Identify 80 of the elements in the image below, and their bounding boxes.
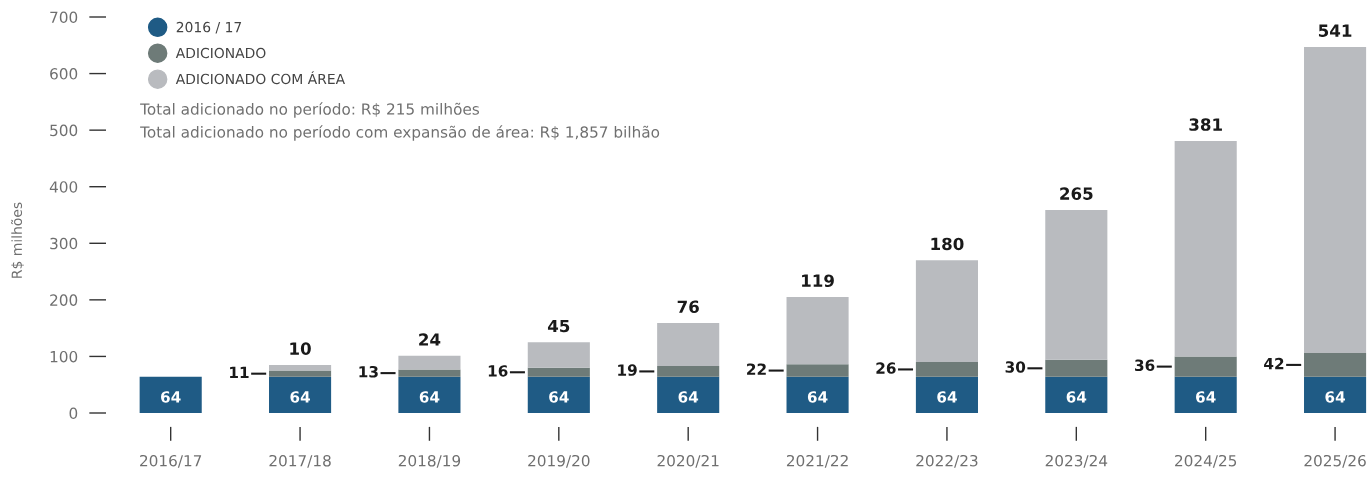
bar xyxy=(657,376,720,413)
y-tick-label: 200 xyxy=(50,294,78,306)
x-tick-label: 2022/23 xyxy=(916,454,978,468)
bar xyxy=(1045,359,1108,377)
data-label: 64 xyxy=(1066,391,1087,403)
y-tick-label: 0 xyxy=(69,407,78,420)
data-label: 13 xyxy=(359,365,378,378)
bar xyxy=(269,364,332,371)
bar xyxy=(1304,353,1367,377)
bar xyxy=(527,376,590,413)
data-label: 10 xyxy=(290,342,311,355)
bar xyxy=(398,355,461,370)
bar xyxy=(1174,376,1237,413)
legend-label: ADICIONADO xyxy=(175,47,266,59)
bar xyxy=(915,260,978,363)
data-label: 64 xyxy=(419,391,440,403)
y-tick-label: 700 xyxy=(50,11,78,24)
data-label: 76 xyxy=(677,300,699,314)
x-tick-label: 2016/17 xyxy=(140,454,202,468)
bar xyxy=(1304,46,1367,354)
data-label: 22 xyxy=(747,363,766,375)
bar xyxy=(269,370,332,377)
bar xyxy=(527,342,590,368)
data-label: 26 xyxy=(876,362,896,374)
bar xyxy=(269,376,332,413)
data-label: 64 xyxy=(807,391,828,403)
y-tick-label: 600 xyxy=(50,68,78,80)
bar xyxy=(139,376,202,413)
bar xyxy=(786,364,849,377)
data-label: 64 xyxy=(1325,391,1345,403)
bar xyxy=(1174,140,1237,357)
y-tick-label: 400 xyxy=(49,181,78,193)
data-label: 24 xyxy=(419,333,441,346)
legend-label: ADICIONADO COM ÁREA xyxy=(175,71,346,85)
bar xyxy=(1174,356,1237,377)
x-tick-label: 2023/24 xyxy=(1045,454,1108,468)
annotation: Total adicionado no período com expansão de área: R$ 1,857 bilhão xyxy=(140,125,660,141)
bar xyxy=(1304,376,1367,413)
data-label: 265 xyxy=(1060,187,1093,200)
x-tick-label: 2019/20 xyxy=(528,454,590,468)
data-label: 64 xyxy=(290,391,310,403)
bar xyxy=(786,297,849,365)
data-label: 64 xyxy=(678,391,699,403)
data-label: 64 xyxy=(549,391,569,403)
x-tick-label: 2025/26 xyxy=(1304,454,1366,468)
data-label: 45 xyxy=(547,319,570,333)
data-label: 16 xyxy=(488,365,508,377)
data-label: 180 xyxy=(931,237,964,251)
bar xyxy=(398,376,461,413)
y-tick-label: 500 xyxy=(50,124,78,137)
bar xyxy=(527,367,590,377)
data-label: 30 xyxy=(1005,361,1026,373)
bar xyxy=(915,362,978,377)
data-label: 119 xyxy=(802,274,834,288)
y-axis-title: R$ milhões xyxy=(11,202,24,278)
x-tick-label: 2018/19 xyxy=(398,454,461,468)
data-label: 36 xyxy=(1135,359,1155,372)
legend-label: 2016 / 17 xyxy=(176,21,242,34)
y-tick-label: 300 xyxy=(50,237,78,250)
data-label: 64 xyxy=(161,391,181,403)
bar xyxy=(657,366,720,377)
x-tick-label: 2020/21 xyxy=(657,454,719,468)
bar xyxy=(915,376,978,413)
data-label: 381 xyxy=(1189,118,1222,131)
x-tick-label: 2021/22 xyxy=(786,454,848,468)
data-label: 64 xyxy=(1196,391,1216,403)
bar xyxy=(1045,376,1108,413)
bar xyxy=(657,323,720,367)
x-tick-label: 2024/25 xyxy=(1175,454,1237,468)
bar xyxy=(398,369,461,377)
data-label: 11 xyxy=(230,366,249,378)
bar xyxy=(1045,209,1108,360)
y-tick-label: 100 xyxy=(50,350,78,363)
data-label: 64 xyxy=(937,391,957,403)
x-tick-label: 2017/18 xyxy=(269,454,331,468)
data-label: 19 xyxy=(618,364,637,376)
data-label: 541 xyxy=(1318,24,1352,37)
annotation: Total adicionado no período: R$ 215 milhões xyxy=(140,102,480,118)
data-label: 42 xyxy=(1264,357,1284,370)
bar xyxy=(786,376,849,413)
